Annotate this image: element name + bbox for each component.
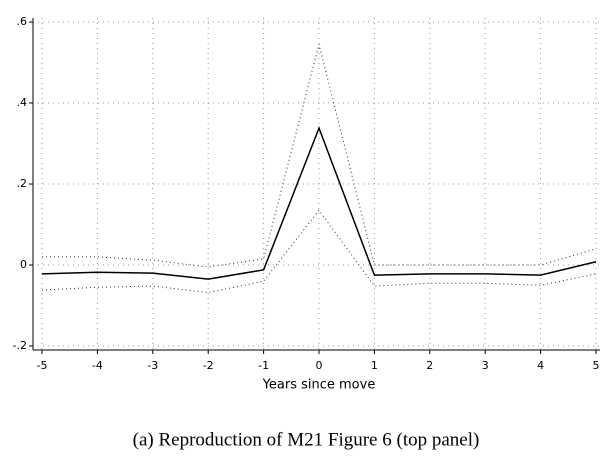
x-tick-label: 0 — [316, 359, 323, 372]
y-tick-label: -.2 — [13, 339, 27, 352]
x-tick-label: 5 — [593, 359, 600, 372]
x-tick-label: -5 — [37, 359, 48, 372]
x-tick-label: 4 — [537, 359, 544, 372]
series-line — [41, 126, 597, 280]
x-tick-label: -3 — [147, 359, 158, 372]
x-tick-label: 1 — [371, 359, 378, 372]
caption: (a) Reproduction of M21 Figure 6 (top pa… — [133, 429, 480, 450]
series-line — [42, 44, 597, 268]
x-tick-label: -1 — [258, 359, 269, 372]
series-line — [41, 209, 597, 294]
y-tick-label: .2 — [17, 177, 28, 190]
y-tick-label: .6 — [17, 15, 28, 28]
x-axis-label: Years since move — [262, 378, 376, 393]
x-tick-label: -4 — [92, 359, 103, 372]
x-tick-label: 3 — [482, 359, 489, 372]
x-tick-label: 2 — [426, 359, 433, 372]
x-tick-label: -2 — [203, 359, 214, 372]
y-tick-label: 0 — [20, 258, 27, 271]
y-tick-label: .4 — [17, 96, 28, 109]
